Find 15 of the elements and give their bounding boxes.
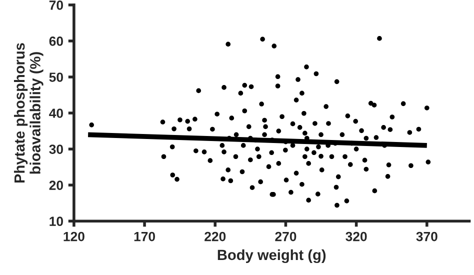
x-axis-title: Body weight (g) — [218, 249, 326, 264]
y-axis-title: Phytate phosphorus bioavailability (%) — [14, 43, 44, 183]
y-tick-label: 30 — [49, 144, 63, 154]
x-tick-label: 370 — [416, 232, 438, 242]
y-tick-label: 10 — [50, 216, 63, 226]
x-tick-label: 170 — [134, 232, 156, 242]
y-tick-label: 60 — [49, 36, 63, 46]
x-tick-label: 320 — [346, 232, 367, 242]
y-tick-label: 20 — [49, 180, 63, 190]
y-tick-label: 40 — [49, 108, 63, 118]
x-tick-label: 220 — [204, 232, 226, 242]
x-tick-label: 270 — [275, 232, 296, 242]
y-tick-label: 70 — [49, 0, 63, 10]
x-tick-label: 120 — [64, 232, 84, 242]
y-tick-label: 50 — [49, 72, 63, 82]
